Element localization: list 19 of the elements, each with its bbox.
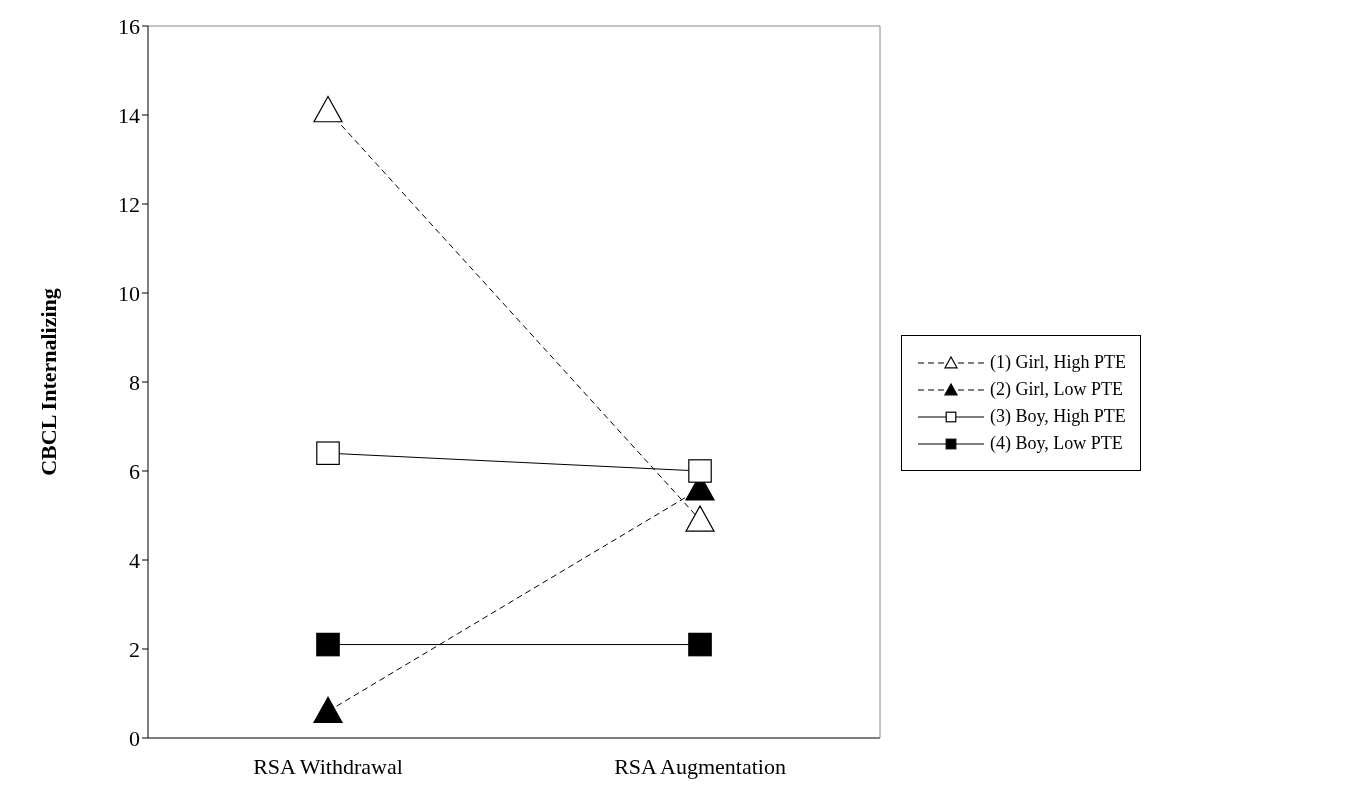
y-tick-label: 16 — [118, 13, 140, 39]
x-tick-label: RSA Augmentation — [614, 753, 786, 779]
y-tick-label: 6 — [129, 458, 140, 484]
point — [316, 441, 340, 465]
x-tick-label: RSA Withdrawal — [253, 753, 403, 779]
y-tick-label: 0 — [129, 725, 140, 751]
y-tick-label: 10 — [118, 280, 140, 306]
legend-label: (4) Boy, Low PTE — [990, 433, 1123, 454]
y-tick-label: 14 — [118, 102, 140, 128]
y-tick-label: 4 — [129, 547, 140, 573]
y-tick-label: 12 — [118, 191, 140, 217]
y-tick-label: 2 — [129, 636, 140, 662]
point — [688, 632, 712, 657]
point — [316, 632, 340, 657]
legend-label: (2) Girl, Low PTE — [990, 379, 1123, 400]
y-tick-label: 8 — [129, 369, 140, 395]
y-axis-title: CBCL Internalizing — [35, 288, 61, 476]
legend-label: (1) Girl, High PTE — [990, 352, 1126, 373]
legend-label: (3) Boy, High PTE — [990, 406, 1126, 427]
